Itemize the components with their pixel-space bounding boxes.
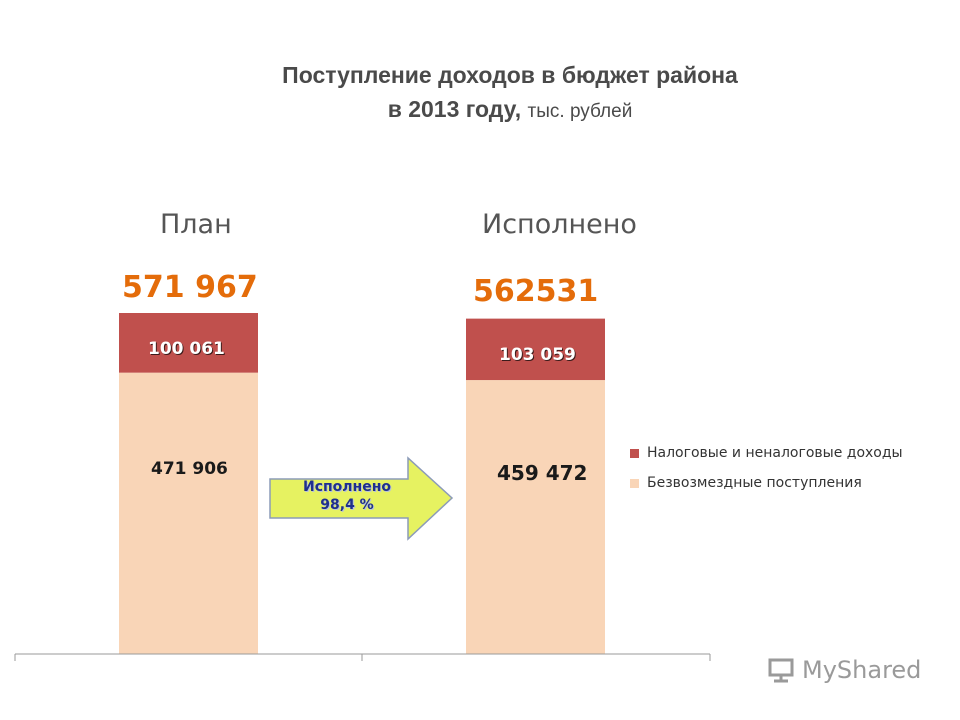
presentation-icon — [768, 658, 794, 683]
bar-executed-grants — [466, 380, 605, 654]
bar-plan-tax — [119, 313, 258, 373]
legend-item-tax: Налоговые и неналоговые доходы — [630, 438, 903, 468]
legend-label-grants: Безвозмездные поступления — [647, 475, 862, 491]
data-label-executed-grants: 459 472 — [497, 461, 588, 485]
category-label-plan: План — [160, 209, 232, 240]
legend-swatch-tax — [630, 448, 639, 458]
chart-title: Поступление доходов в бюджет района в 20… — [150, 58, 870, 129]
bar-plan-grants — [119, 372, 258, 654]
title-line-1: Поступление доходов в бюджет района — [282, 62, 738, 88]
title-unit: тыс. рублей — [527, 101, 633, 122]
bar-executed-tax — [466, 318, 605, 381]
arrow-label-line-1: Исполнено — [302, 479, 392, 495]
data-label-plan-grants: 471 906 — [151, 459, 228, 479]
data-label-executed-tax: 103 059 — [499, 345, 576, 365]
watermark-text: MyShared — [802, 656, 922, 684]
legend-swatch-grants — [630, 478, 639, 488]
category-label-executed: Исполнено — [482, 209, 637, 240]
data-label-plan-tax: 100 061 — [148, 339, 225, 359]
arrow-label-line-2: 98,4 % — [320, 497, 374, 513]
total-label-executed: 562531 — [473, 274, 599, 309]
arrow-label: Исполнено 98,4 % — [272, 478, 422, 514]
legend: Налоговые и неналоговые доходы Безвозмез… — [630, 438, 903, 498]
bars-layer — [119, 313, 605, 654]
watermark: MyShared — [768, 656, 921, 684]
arrow-shape — [269, 456, 454, 541]
title-year: в 2013 году, — [387, 96, 522, 122]
legend-item-grants: Безвозмездные поступления — [630, 468, 903, 498]
total-label-plan: 571 967 — [122, 270, 258, 305]
title-line-2: в 2013 году, тыс. рублей — [150, 92, 870, 129]
legend-label-tax: Налоговые и неналоговые доходы — [647, 445, 903, 461]
